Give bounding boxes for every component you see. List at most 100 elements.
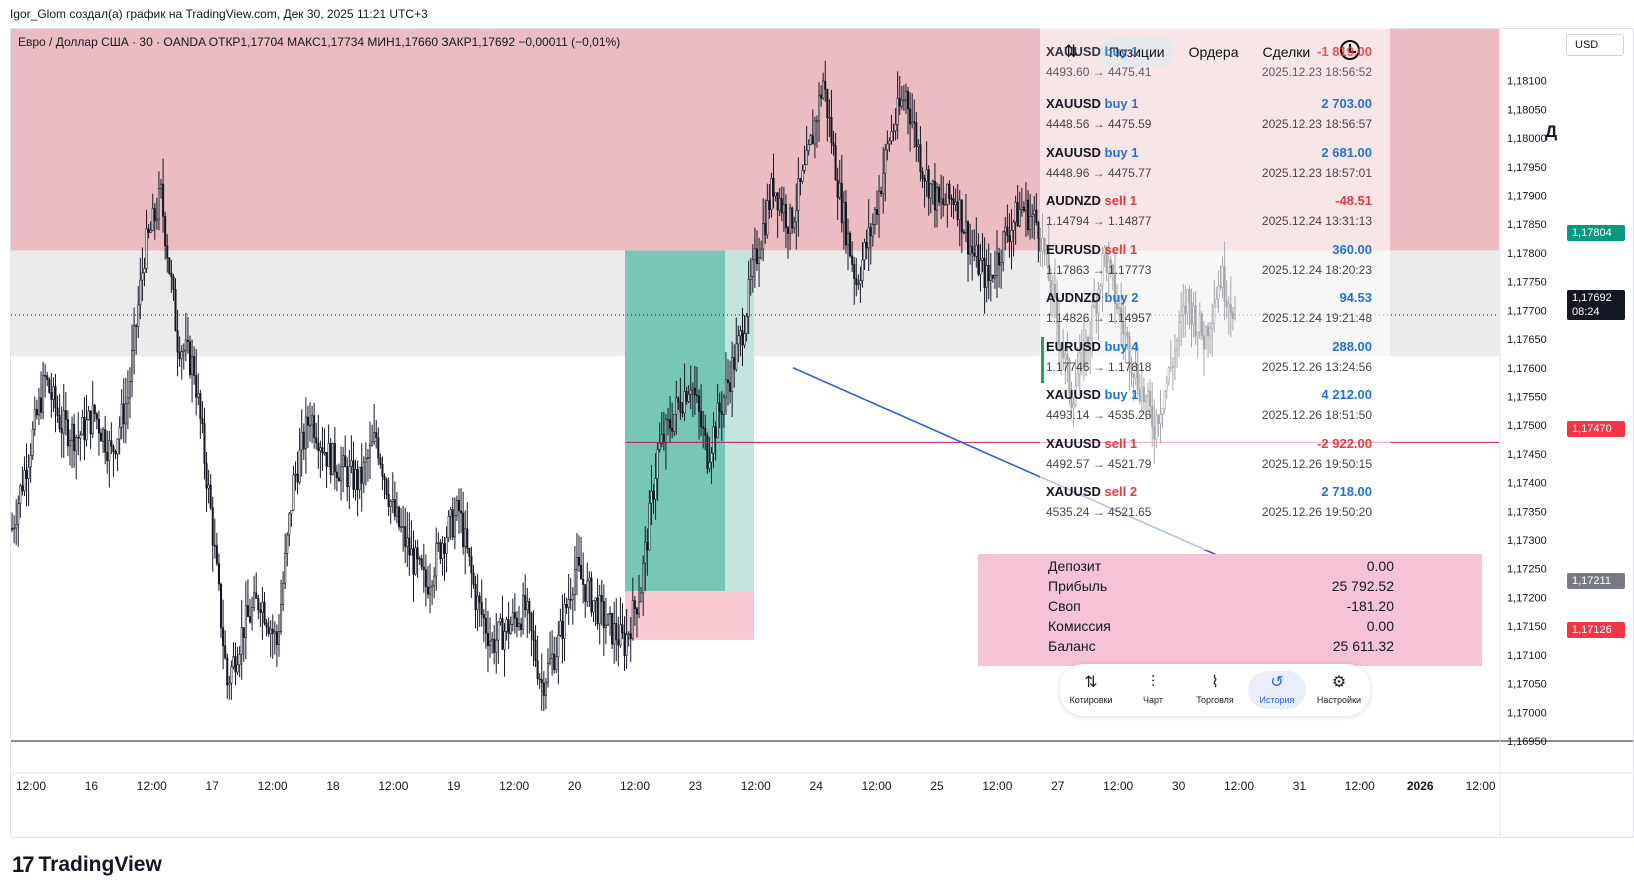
symbol-legend[interactable]: Евро / Доллар США · 30 · OANDA ОТКР1,177… bbox=[18, 35, 621, 49]
candle-body bbox=[348, 466, 351, 488]
quotes-icon: ⇅ bbox=[1084, 674, 1098, 691]
nav-item[interactable]: ↺ История bbox=[1248, 671, 1306, 709]
price-tag: 1,17804 bbox=[1567, 225, 1625, 241]
candle-body bbox=[46, 375, 49, 381]
nav-item[interactable]: ⚙ Настройки bbox=[1310, 675, 1368, 706]
candle-body bbox=[265, 622, 268, 628]
nav-label: Чарт bbox=[1143, 695, 1163, 705]
tradingview-logo[interactable]: 17 TradingView bbox=[12, 852, 162, 878]
candle-body bbox=[892, 130, 895, 133]
candle-body bbox=[230, 666, 233, 684]
nav-item[interactable]: ⇅ Котировки bbox=[1062, 674, 1120, 706]
candle-body bbox=[141, 272, 144, 281]
x-tick-label: 12:00 bbox=[741, 779, 771, 793]
candle-body bbox=[373, 432, 376, 443]
candle-body bbox=[824, 80, 827, 90]
candle-body bbox=[1037, 222, 1040, 239]
nav-item[interactable]: ⫶ Чарт bbox=[1124, 675, 1182, 706]
deal-row[interactable]: XAUUSD buy 1 4 212.00 4493.14 → 4535.26 202… bbox=[1046, 383, 1384, 433]
candle-body bbox=[546, 662, 549, 683]
candle-body bbox=[702, 426, 705, 429]
candle-body bbox=[625, 634, 628, 656]
candle-body bbox=[439, 542, 442, 560]
candle-body bbox=[517, 623, 521, 627]
currency-selector[interactable]: USD bbox=[1566, 34, 1624, 56]
candle-body bbox=[600, 595, 603, 602]
deal-profit: 2 718.00 bbox=[1321, 484, 1372, 499]
candle-body bbox=[79, 434, 82, 439]
deal-row[interactable]: AUDNZD buy 2 94.53 1.14826 → 1.14957 2025.1… bbox=[1046, 286, 1384, 336]
candle-body bbox=[68, 440, 71, 447]
deal-side: sell 1 bbox=[1104, 193, 1138, 208]
chart-frame[interactable]: 1,18100 1,18050 1,18000 1,17950 1,17900 1,178… bbox=[10, 28, 1634, 838]
candle-body bbox=[838, 182, 841, 198]
candle-body bbox=[29, 454, 32, 468]
clock-icon[interactable] bbox=[1340, 40, 1360, 60]
candle-body bbox=[677, 397, 680, 403]
candle-body bbox=[54, 386, 57, 409]
candle-body bbox=[21, 485, 24, 492]
candle-body bbox=[381, 463, 384, 477]
y-tick-label: 1,17500 bbox=[1507, 420, 1547, 432]
candle-body bbox=[526, 601, 529, 611]
candle-body bbox=[149, 230, 152, 233]
candle-body bbox=[807, 144, 810, 151]
candle-body bbox=[317, 442, 320, 452]
nav-item[interactable]: ⌇ Торговля bbox=[1186, 675, 1244, 706]
candle-body bbox=[404, 526, 407, 547]
candle-body bbox=[743, 333, 746, 346]
candle-body bbox=[294, 473, 297, 476]
candle-body bbox=[515, 617, 518, 627]
candle-body bbox=[861, 259, 864, 281]
active-marker bbox=[1041, 336, 1044, 383]
candle-body bbox=[921, 171, 924, 179]
candle-body bbox=[23, 470, 26, 492]
x-tick-label: 20 bbox=[568, 779, 582, 793]
candle-body bbox=[418, 558, 421, 560]
candle-body bbox=[944, 204, 947, 206]
candle-body bbox=[987, 265, 990, 281]
candle-body bbox=[830, 117, 833, 144]
alert-marker[interactable]: Д bbox=[1545, 122, 1558, 141]
candle-body bbox=[174, 289, 177, 331]
candle-body bbox=[985, 265, 988, 288]
candle-body bbox=[998, 252, 1001, 266]
tab-deals[interactable]: Сделки bbox=[1262, 44, 1311, 60]
deal-row[interactable]: XAUUSD sell 2 2 718.00 4535.24 → 4521.65 20… bbox=[1046, 480, 1384, 530]
deal-row[interactable]: XAUUSD sell 1 -2 922.00 4492.57 → 4521.79 2… bbox=[1046, 432, 1384, 482]
candle-body bbox=[863, 242, 866, 261]
candle-body bbox=[217, 563, 220, 585]
candle-body bbox=[470, 556, 473, 574]
candle-body bbox=[822, 80, 825, 99]
candle-body bbox=[671, 428, 674, 432]
candle-body bbox=[797, 178, 800, 211]
y-tick-label: 1,17800 bbox=[1507, 248, 1547, 260]
y-tick-label: 1,17700 bbox=[1507, 305, 1547, 317]
deal-row[interactable]: AUDNZD sell 1 -48.51 1.14794 → 1.14877 2025… bbox=[1046, 189, 1384, 239]
tab-orders[interactable]: Ордера bbox=[1188, 44, 1239, 60]
candle-body bbox=[145, 228, 148, 269]
sort-icon[interactable]: ⇅ bbox=[1064, 42, 1079, 61]
candle-body bbox=[466, 528, 469, 549]
candle-body bbox=[648, 503, 651, 551]
deal-row[interactable]: EURUSD sell 1 360.00 1.17863 → 1.17773 2025… bbox=[1046, 238, 1384, 288]
candle-body bbox=[760, 248, 763, 259]
deal-prices: 4493.60 → 4475.41 bbox=[1046, 65, 1152, 79]
deal-row[interactable]: XAUUSD buy 1 2 681.00 4448.96 → 4475.77 202… bbox=[1046, 141, 1384, 191]
candle-body bbox=[522, 594, 525, 630]
deal-row[interactable]: EURUSD buy 4 288.00 1.17746 → 1.17818 2025.… bbox=[1041, 335, 1384, 385]
candle-body bbox=[300, 431, 303, 451]
deal-row[interactable]: XAUUSD buy 1 -1 819.00 4493.60 → 4475.41 20… bbox=[1046, 40, 1384, 90]
candle-body bbox=[238, 654, 241, 666]
candle-body bbox=[366, 457, 369, 459]
candle-body bbox=[993, 275, 996, 279]
candle-body bbox=[867, 227, 870, 249]
candle-body bbox=[749, 276, 752, 280]
candle-body bbox=[931, 180, 934, 185]
deal-row[interactable]: XAUUSD buy 1 2 703.00 4448.56 → 4475.59 202… bbox=[1046, 92, 1384, 142]
candle-body bbox=[143, 268, 146, 274]
candle-body bbox=[375, 432, 378, 439]
tab-positions[interactable]: Позиции bbox=[1100, 37, 1174, 67]
candle-body bbox=[915, 122, 918, 147]
deal-time: 2025.12.26 19:50:20 bbox=[1261, 505, 1372, 519]
